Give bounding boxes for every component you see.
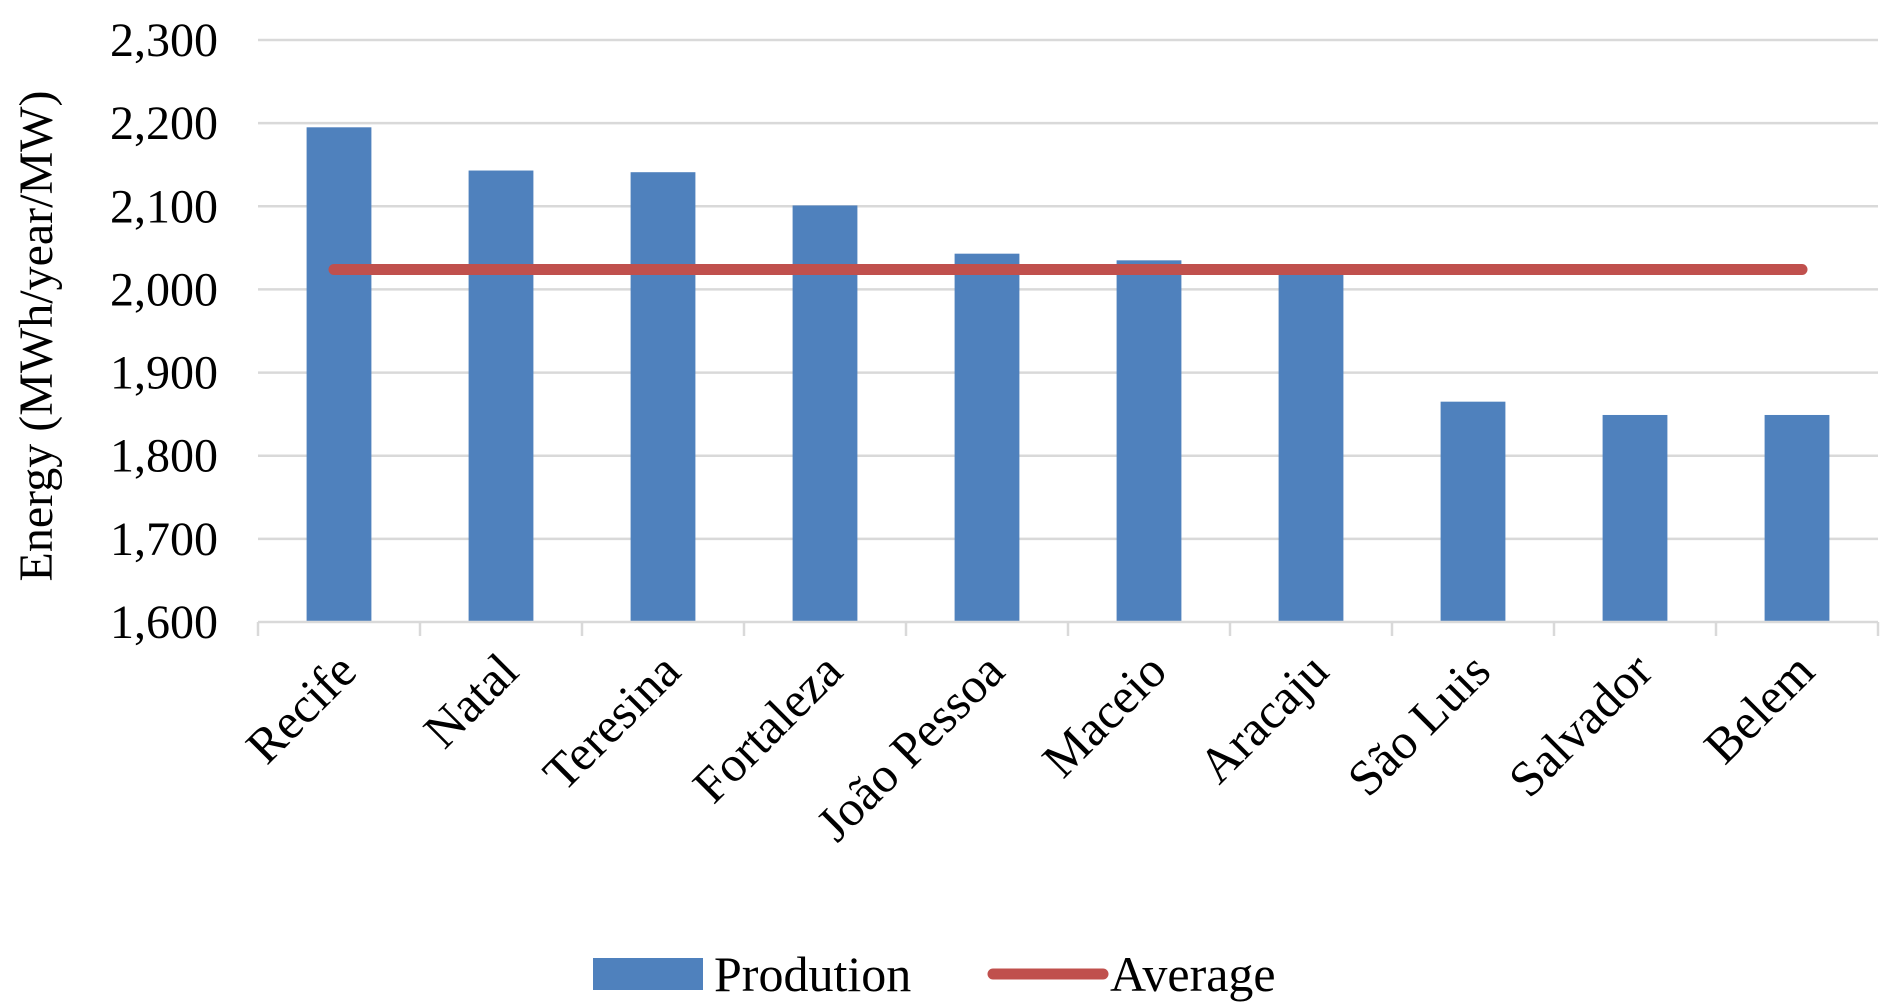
x-category-label: Belem bbox=[1693, 642, 1825, 774]
x-category-label: Recife bbox=[235, 642, 367, 774]
legend-label-average: Average bbox=[1110, 946, 1276, 1002]
x-category-label: Teresina bbox=[532, 642, 691, 801]
legend-label-prodution: Prodution bbox=[714, 946, 911, 1002]
x-category-label: Salvador bbox=[1498, 642, 1664, 808]
y-tick-label: 2,100 bbox=[110, 180, 218, 233]
bars bbox=[306, 127, 1830, 623]
y-axis-title: Energy (MWh/year/MW) bbox=[10, 91, 63, 582]
bar-natal bbox=[468, 170, 534, 622]
y-tick-label: 2,300 bbox=[110, 14, 218, 67]
bar-jo-o-pessoa bbox=[954, 253, 1020, 623]
y-tick-label: 2,000 bbox=[110, 263, 218, 316]
bar-recife bbox=[306, 127, 372, 623]
legend: Prodution Average bbox=[593, 946, 1276, 1002]
x-category-label: Maceio bbox=[1031, 642, 1177, 788]
bar-s-o-luis bbox=[1440, 401, 1506, 622]
y-axis: 1,600 1,700 1,800 1,900 2,000 2,100 2,200 2,300 bbox=[110, 14, 218, 649]
x-category-label: Fortaleza bbox=[682, 642, 853, 813]
y-tick-label: 2,200 bbox=[110, 97, 218, 150]
bar-teresina bbox=[630, 172, 696, 622]
y-tick-label: 1,700 bbox=[110, 513, 218, 566]
x-category-label: Natal bbox=[413, 642, 529, 758]
x-category-label: Aracaju bbox=[1187, 642, 1338, 793]
bar-aracaju bbox=[1278, 270, 1344, 622]
y-tick-label: 1,900 bbox=[110, 347, 218, 400]
y-tick-label: 1,600 bbox=[110, 596, 218, 649]
x-category-label: São Luis bbox=[1336, 642, 1500, 806]
y-tick-label: 1,800 bbox=[110, 430, 218, 483]
bar-salvador bbox=[1602, 414, 1668, 622]
legend-swatch-prodution bbox=[593, 958, 703, 990]
bar-maceio bbox=[1116, 260, 1182, 622]
bar-belem bbox=[1764, 414, 1830, 622]
